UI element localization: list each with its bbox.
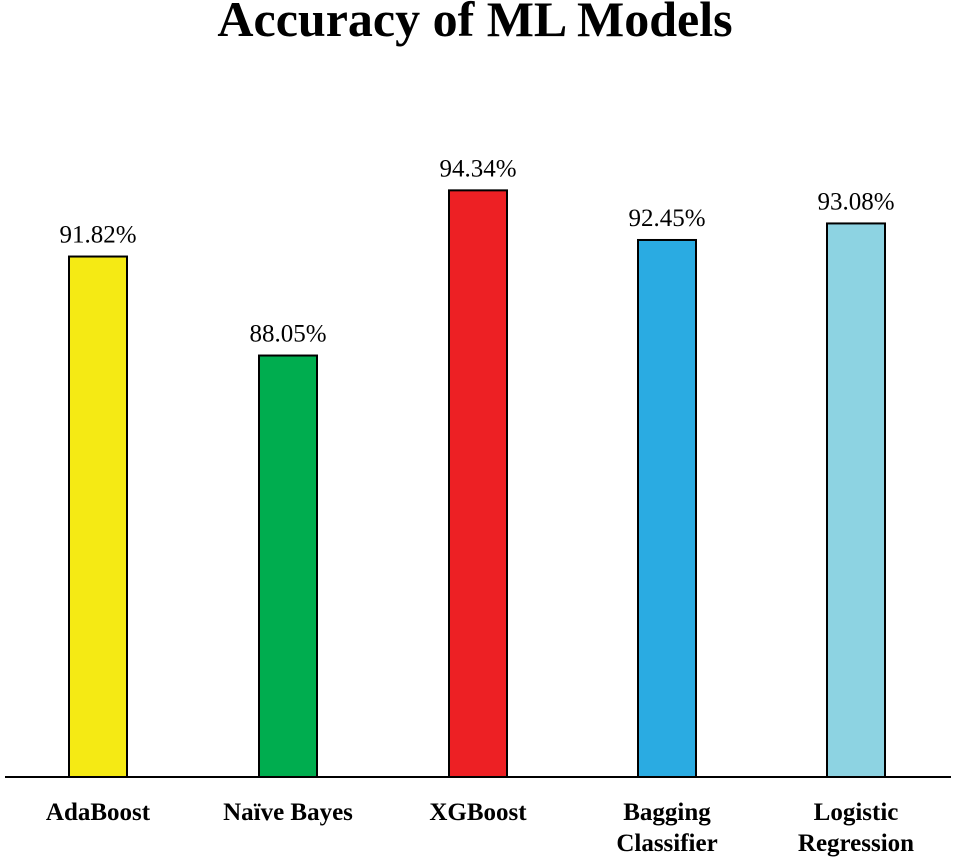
bar-4: [826, 222, 886, 778]
category-labels-group: AdaBoost Naïve Bayes XGBoost Bagging Classif…: [46, 799, 914, 857]
value-label-1: 88.05%: [249, 321, 326, 348]
category-label-2: XGBoost: [429, 799, 527, 826]
category-label-1: Naïve Bayes: [223, 799, 353, 826]
bar-3: [637, 238, 697, 779]
bar-2: [448, 189, 508, 778]
category-label-3-line-1: Classifier: [616, 830, 717, 857]
category-label-4-line-0: Logistic: [814, 799, 899, 826]
value-label-4: 93.08%: [817, 188, 894, 215]
value-label-2: 94.34%: [439, 155, 516, 182]
bar-0: [68, 255, 128, 778]
value-label-0: 91.82%: [59, 222, 136, 249]
category-label-0: AdaBoost: [46, 799, 151, 826]
category-label-4-line-1: Regression: [798, 830, 914, 857]
bars-group: [68, 189, 886, 779]
category-label-3-line-0: Bagging: [623, 799, 711, 826]
value-labels-group: 91.82% 88.05% 94.34% 92.45% 93.08%: [59, 155, 894, 347]
chart-title: Accuracy of ML Models: [217, 0, 732, 47]
bar-1: [258, 354, 318, 778]
value-label-3: 92.45%: [628, 205, 705, 232]
